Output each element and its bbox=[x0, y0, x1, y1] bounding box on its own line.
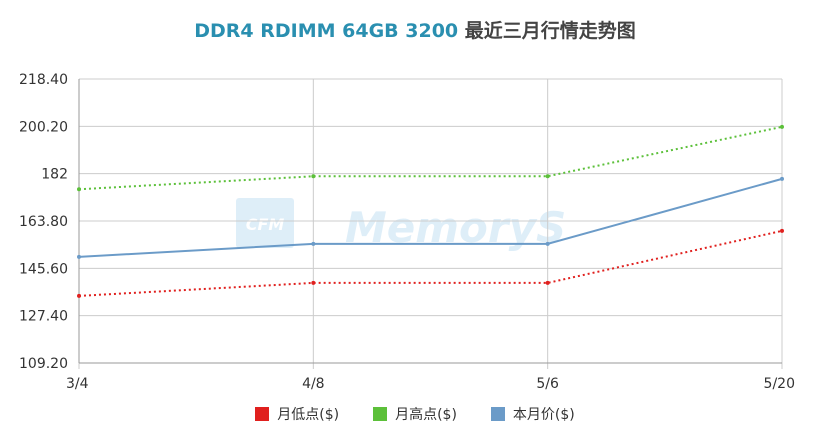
y-tick-label: 218.40 bbox=[19, 72, 68, 88]
x-tick-label: 4/8 bbox=[302, 376, 325, 392]
data-point-low bbox=[77, 293, 81, 298]
data-point-high bbox=[77, 187, 81, 192]
x-tick-label: 5/6 bbox=[536, 376, 559, 392]
legend-swatch bbox=[373, 407, 388, 421]
y-tick-label: 127.40 bbox=[19, 309, 68, 325]
chart-title-main: DDR4 RDIMM 64GB 3200 bbox=[194, 20, 459, 42]
legend: 月低点($) 月高点($) 本月价($) bbox=[0, 404, 830, 424]
y-tick-label: 182 bbox=[41, 167, 68, 183]
y-tick-label: 200.20 bbox=[19, 119, 68, 135]
legend-item-high[interactable]: 月高点($) bbox=[373, 404, 457, 424]
data-point-price bbox=[311, 241, 316, 246]
legend-item-low[interactable]: 月低点($) bbox=[255, 404, 339, 424]
chart-title-suffix: 最近三月行情走势图 bbox=[464, 20, 636, 42]
grid bbox=[78, 78, 783, 369]
watermark-logo-box bbox=[236, 198, 294, 248]
legend-label: 月低点($) bbox=[277, 407, 340, 423]
data-point-low bbox=[780, 228, 784, 233]
chart-title: DDR4 RDIMM 64GB 3200 最近三月行情走势图 bbox=[0, 16, 830, 43]
series-line-high bbox=[78, 125, 783, 191]
series-line-low bbox=[78, 229, 783, 297]
series bbox=[77, 124, 784, 298]
watermark-logo-text: CFM bbox=[246, 215, 285, 234]
x-tick-label: 5/20 bbox=[764, 376, 795, 392]
legend-swatch bbox=[490, 407, 505, 421]
y-tick-label: 109.20 bbox=[19, 356, 68, 372]
y-tick-label: 145.60 bbox=[19, 261, 68, 277]
data-point-low bbox=[545, 280, 550, 285]
series-line-price bbox=[78, 177, 783, 258]
x-tick-label: 3/4 bbox=[66, 376, 89, 392]
data-point-low bbox=[311, 280, 316, 285]
data-point-high bbox=[545, 174, 550, 179]
data-point-price bbox=[77, 254, 81, 259]
legend-swatch bbox=[255, 407, 270, 421]
legend-label: 月高点($) bbox=[395, 407, 457, 423]
data-point-high bbox=[780, 124, 784, 129]
axis-ticks: 218.40 200.20 182 163.80 145.60 127.40 109.20 3… bbox=[19, 72, 795, 392]
data-point-price bbox=[545, 241, 550, 246]
legend-item-price[interactable]: 本月价($) bbox=[490, 404, 575, 424]
data-point-high bbox=[311, 174, 316, 179]
y-tick-label: 163.80 bbox=[19, 214, 68, 230]
legend-label: 本月价($) bbox=[512, 407, 575, 423]
data-point-price bbox=[780, 176, 784, 181]
